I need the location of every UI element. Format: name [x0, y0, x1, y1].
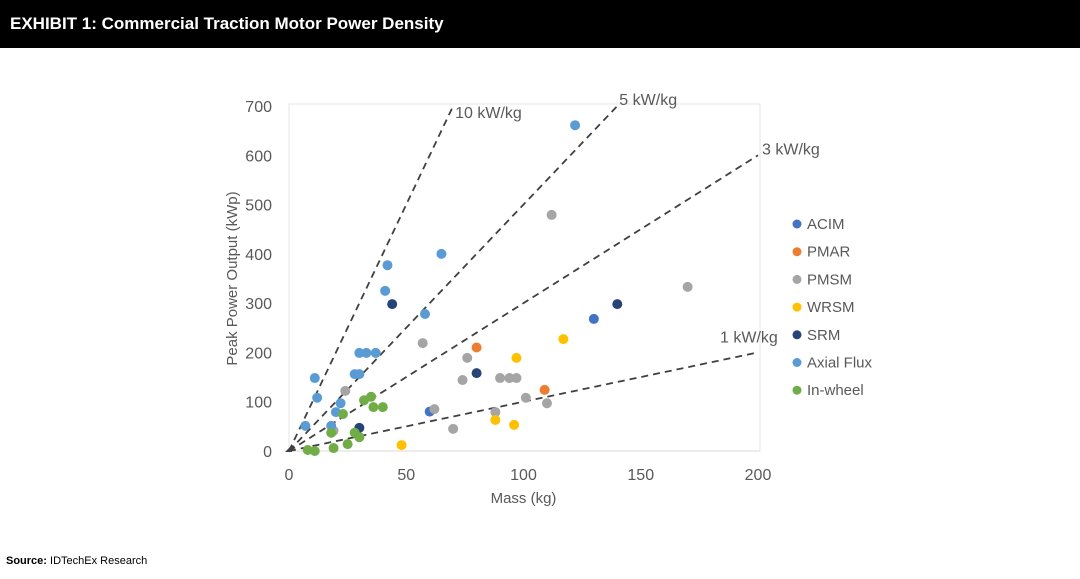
data-point-pmsm: [504, 373, 515, 384]
exhibit-header: EXHIBIT 1: Commercial Traction Motor Pow…: [0, 0, 1080, 48]
legend-marker: [792, 302, 802, 312]
data-point-wrsm: [490, 414, 501, 425]
data-point-pmsm: [520, 392, 531, 403]
data-point-pmsm: [511, 373, 522, 384]
data-point-axial-flux: [361, 347, 372, 358]
data-point-axial-flux: [436, 248, 447, 259]
legend-label: Axial Flux: [807, 355, 873, 372]
data-point-srm: [387, 299, 398, 310]
reference-line-label: 5 kW/kg: [619, 92, 677, 109]
data-point-axial-flux: [354, 369, 365, 380]
data-point-acim: [588, 313, 599, 324]
data-point-axial-flux: [335, 398, 346, 409]
y-tick-label: 500: [245, 198, 272, 215]
y-tick-label: 600: [245, 148, 272, 165]
data-point-in-wheel: [326, 427, 337, 438]
data-point-pmsm: [448, 423, 459, 434]
legend-label: WRSM: [807, 299, 855, 316]
x-tick-label: 50: [397, 467, 415, 484]
legend-label: In-wheel: [807, 382, 864, 399]
x-tick-label: 100: [510, 467, 537, 484]
data-point-axial-flux: [300, 420, 311, 431]
data-point-in-wheel: [337, 409, 348, 420]
data-point-axial-flux: [382, 260, 393, 271]
x-axis-title: Mass (kg): [491, 490, 557, 507]
data-point-wrsm: [396, 440, 407, 451]
data-point-axial-flux: [312, 392, 323, 403]
data-point-in-wheel: [366, 391, 377, 402]
data-point-axial-flux: [354, 347, 365, 358]
data-point-srm: [612, 299, 623, 310]
origin-arrow: [285, 445, 292, 452]
data-point-in-wheel: [377, 402, 388, 413]
reference-line-label: 1 kW/kg: [720, 329, 778, 346]
data-point-axial-flux: [420, 308, 431, 319]
data-point-axial-flux: [370, 347, 381, 358]
legend-marker: [792, 385, 802, 395]
data-point-wrsm: [509, 419, 520, 430]
reference-line-label: 10 kW/kg: [455, 105, 522, 122]
y-tick-label: 100: [245, 395, 272, 412]
data-point-pmsm: [541, 398, 552, 409]
legend-label: ACIM: [807, 216, 845, 233]
data-point-axial-flux: [570, 120, 581, 131]
data-point-pmsm: [429, 404, 440, 415]
data-point-in-wheel: [328, 443, 339, 454]
data-point-pmsm: [340, 385, 351, 396]
data-point-pmar: [539, 384, 550, 395]
legend-label: SRM: [807, 327, 840, 344]
y-axis-title: Peak Power Output (kWp): [224, 191, 241, 365]
legend-label: PMSM: [807, 271, 852, 288]
source-label: Source:: [6, 555, 47, 567]
data-point-axial-flux: [326, 420, 337, 431]
data-point-pmsm: [462, 352, 473, 363]
data-point-axial-flux: [309, 373, 320, 384]
data-point-in-wheel: [302, 445, 313, 456]
data-point-wrsm: [511, 352, 522, 363]
y-tick-label: 400: [245, 247, 272, 264]
data-point-pmsm: [457, 375, 468, 386]
legend-marker: [792, 358, 802, 367]
data-point-pmar: [471, 342, 482, 353]
y-tick-label: 200: [245, 345, 272, 362]
source-note: Source: IDTechEx Research: [6, 555, 147, 567]
legend-label: PMAR: [807, 244, 851, 261]
data-point-pmsm: [490, 407, 501, 418]
data-point-pmsm: [417, 338, 428, 349]
data-point-wrsm: [558, 334, 569, 345]
reference-line: [288, 154, 759, 452]
data-point-in-wheel: [354, 432, 365, 443]
exhibit-title: EXHIBIT 1: Commercial Traction Motor Pow…: [10, 14, 444, 33]
data-point-pmsm: [495, 373, 506, 384]
legend-marker: [792, 247, 802, 257]
legend-marker: [792, 219, 802, 229]
source-text: IDTechEx Research: [50, 555, 148, 567]
data-point-in-wheel: [342, 439, 353, 450]
data-point-srm: [471, 368, 482, 379]
legend-marker: [792, 330, 802, 340]
legend-marker: [792, 274, 802, 284]
y-tick-label: 700: [245, 99, 272, 116]
y-tick-label: 300: [245, 296, 272, 313]
reference-line: [288, 105, 618, 452]
reference-line-label: 3 kW/kg: [762, 141, 820, 158]
data-point-axial-flux: [380, 285, 391, 296]
x-tick-label: 200: [745, 467, 772, 484]
reference-line: [288, 351, 759, 452]
data-point-in-wheel: [368, 402, 379, 413]
x-tick-label: 150: [627, 467, 654, 484]
data-point-pmsm: [546, 209, 557, 220]
data-point-pmsm: [682, 281, 693, 292]
y-tick-label: 0: [263, 444, 272, 461]
x-tick-label: 0: [285, 467, 294, 484]
